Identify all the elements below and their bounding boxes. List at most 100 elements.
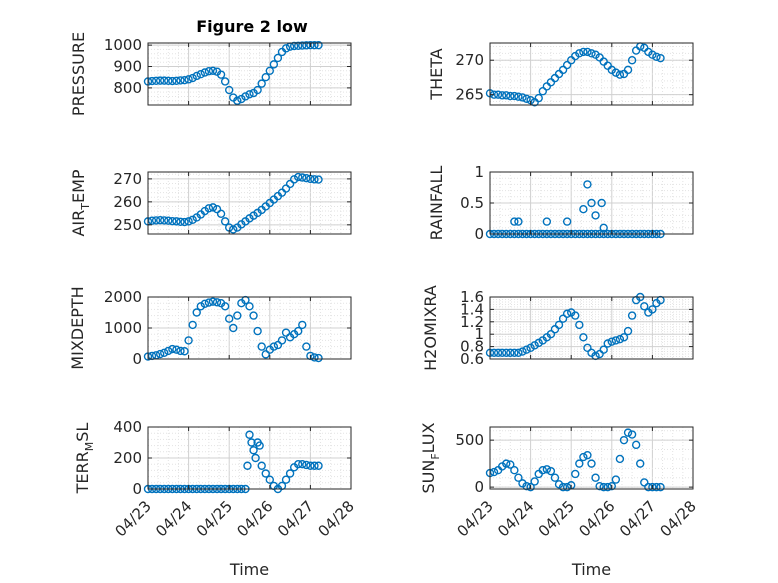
data-point — [176, 217, 185, 227]
data-point — [261, 350, 270, 359]
subplot-air_temp: 250 260 270 AIRTEMP — [69, 169, 352, 237]
data-point — [281, 328, 291, 337]
data-point — [571, 469, 580, 479]
data-point — [229, 323, 238, 333]
data-point — [249, 446, 258, 455]
data-point — [623, 65, 633, 75]
x-tick-label: 04/27 — [274, 497, 317, 540]
data-point — [562, 482, 572, 492]
data-point — [151, 76, 161, 86]
data-point — [514, 473, 523, 482]
data-point — [245, 430, 254, 439]
data-point — [216, 70, 226, 79]
data-point — [558, 65, 568, 75]
data-point — [269, 60, 279, 69]
data-point — [314, 40, 323, 50]
data-point — [184, 336, 193, 345]
data-point — [591, 473, 600, 482]
data-point — [510, 91, 519, 101]
x-tick-label: 04/23 — [454, 497, 497, 540]
data-point — [542, 217, 552, 226]
data-point — [314, 353, 323, 363]
data-point — [155, 76, 165, 85]
x-tick-label: 04/27 — [616, 497, 659, 540]
data-point — [281, 184, 291, 193]
data-point — [180, 217, 189, 227]
y-tick-label: 270 — [113, 170, 142, 188]
y-tick-label: 0 — [132, 350, 142, 368]
y-tick-label: 0.8 — [460, 338, 484, 356]
y-tick-label: 900 — [113, 58, 142, 76]
x-tick-label: 04/25 — [535, 497, 578, 540]
data-point — [619, 435, 629, 445]
axes-box — [147, 171, 352, 235]
data-point — [298, 173, 307, 182]
data-point — [168, 216, 177, 226]
x-axis-label: Time — [229, 560, 269, 579]
data-point — [656, 482, 665, 492]
data-point — [245, 90, 254, 99]
data-point — [587, 198, 596, 208]
data-point — [204, 67, 214, 76]
data-point — [155, 349, 165, 359]
data-point — [640, 478, 649, 487]
data-point — [176, 76, 185, 85]
data-point — [575, 49, 584, 58]
axes-box — [489, 426, 694, 490]
data-point — [208, 297, 218, 306]
data-point — [522, 481, 531, 491]
data-point — [294, 172, 303, 182]
x-tick-label: 04/24 — [152, 497, 195, 540]
data-point — [558, 482, 568, 492]
data-point — [261, 73, 270, 82]
data-point — [294, 41, 303, 50]
data-point — [269, 342, 279, 351]
data-point — [241, 92, 250, 101]
data-point — [281, 44, 291, 53]
data-point — [522, 345, 531, 354]
data-point — [518, 347, 527, 356]
data-point — [147, 216, 157, 225]
y-tick-label: 0 — [132, 480, 142, 498]
data-point — [253, 85, 262, 95]
data-point — [220, 77, 230, 86]
data-point — [497, 348, 507, 357]
subplot-pressure: 800 900 1000 PRESSURE — [69, 32, 352, 116]
data-point — [648, 305, 657, 314]
data-point — [514, 92, 523, 101]
data-point — [627, 430, 637, 439]
y-tick-label: 1.6 — [460, 288, 484, 306]
data-point — [550, 473, 560, 482]
data-point — [611, 475, 621, 484]
data-point — [204, 204, 214, 213]
data-point — [289, 175, 299, 184]
series-markers — [485, 292, 665, 361]
data-point — [615, 454, 625, 464]
data-point — [160, 216, 169, 225]
data-point — [208, 66, 218, 75]
data-point — [196, 70, 205, 79]
y-axis-label: RAINFALL — [427, 166, 446, 241]
data-point — [644, 482, 653, 492]
data-point — [233, 96, 242, 105]
data-point — [583, 47, 592, 57]
data-point — [493, 348, 503, 357]
y-axis-label: AIRTEMP — [69, 169, 92, 236]
data-point — [192, 308, 201, 317]
axes-box — [489, 42, 694, 106]
data-point — [257, 342, 266, 351]
data-point — [188, 320, 197, 330]
data-point — [310, 40, 319, 50]
data-point — [506, 91, 515, 101]
data-point — [160, 76, 169, 85]
data-point — [200, 299, 210, 309]
y-tick-label: 265 — [455, 86, 484, 104]
y-axis-label: MIXDEPTH — [68, 286, 87, 369]
data-point — [603, 482, 612, 492]
data-point — [164, 76, 173, 86]
data-point — [155, 216, 165, 225]
axes-box — [489, 296, 694, 360]
data-point — [204, 298, 214, 307]
